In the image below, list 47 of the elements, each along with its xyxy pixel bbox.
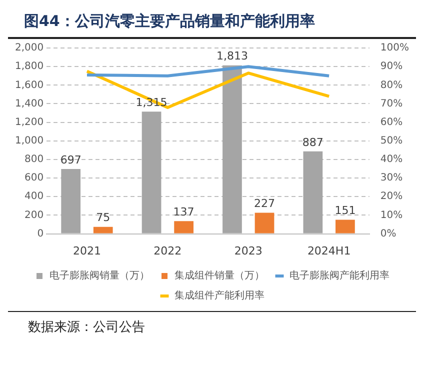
bar bbox=[336, 220, 355, 234]
legend-label: 集成组件产能利用率 bbox=[174, 290, 264, 302]
chart-title: 图44：公司汽零主要产品销量和产能利用率 bbox=[8, 8, 416, 39]
x-tick-label: 2022 bbox=[154, 244, 182, 258]
y-tick-label: 2,000 bbox=[14, 42, 44, 54]
legend-label: 集成组件销量（万） bbox=[174, 270, 264, 282]
y2-tick-label: 20% bbox=[380, 191, 403, 202]
data-label: 75 bbox=[96, 211, 110, 224]
y-tick-label: 1,000 bbox=[14, 135, 44, 146]
bar bbox=[142, 112, 162, 234]
data-label: 227 bbox=[254, 197, 276, 210]
y2-tick-label: 100% bbox=[380, 42, 410, 54]
y-tick-label: 1,200 bbox=[14, 116, 44, 128]
y2-tick-label: 60% bbox=[380, 116, 403, 128]
data-label: 887 bbox=[302, 136, 324, 149]
source-note: 数据来源：公司公告 bbox=[28, 319, 146, 336]
bar bbox=[61, 169, 81, 234]
y-tick-label: 0 bbox=[37, 228, 44, 240]
y-tick-label: 1,600 bbox=[14, 80, 44, 91]
y-tick-label: 800 bbox=[24, 154, 44, 166]
x-tick-label: 2024H1 bbox=[307, 244, 351, 258]
data-label: 137 bbox=[173, 205, 194, 218]
bar bbox=[93, 226, 113, 234]
data-label: 151 bbox=[334, 204, 356, 218]
y2-tick-label: 70% bbox=[380, 98, 403, 110]
x-tick-label: 2023 bbox=[234, 244, 262, 258]
y-tick-label: 1,800 bbox=[14, 61, 44, 72]
bar bbox=[254, 212, 274, 234]
y2-tick-label: 30% bbox=[380, 172, 403, 184]
y2-tick-label: 90% bbox=[380, 61, 403, 72]
data-label: 1,813 bbox=[216, 50, 248, 63]
legend-label: 电子膨胀阀销量（万） bbox=[50, 270, 150, 282]
y2-tick-label: 40% bbox=[380, 154, 403, 166]
y-tick-label: 400 bbox=[24, 191, 44, 202]
bar bbox=[222, 65, 242, 234]
y2-tick-label: 50% bbox=[380, 135, 403, 146]
y-tick-label: 200 bbox=[24, 210, 44, 221]
y2-tick-label: 10% bbox=[380, 210, 403, 221]
legend-label: 电子膨胀阀产能利用率 bbox=[290, 270, 390, 282]
data-label: 697 bbox=[60, 153, 82, 166]
y-tick-label: 1,400 bbox=[14, 98, 44, 110]
y2-tick-label: 80% bbox=[380, 80, 403, 91]
x-tick-label: 2021 bbox=[72, 244, 101, 258]
y2-tick-label: 0% bbox=[380, 228, 396, 240]
bar bbox=[174, 221, 194, 234]
bar bbox=[303, 151, 323, 234]
y-tick-label: 600 bbox=[24, 172, 44, 184]
